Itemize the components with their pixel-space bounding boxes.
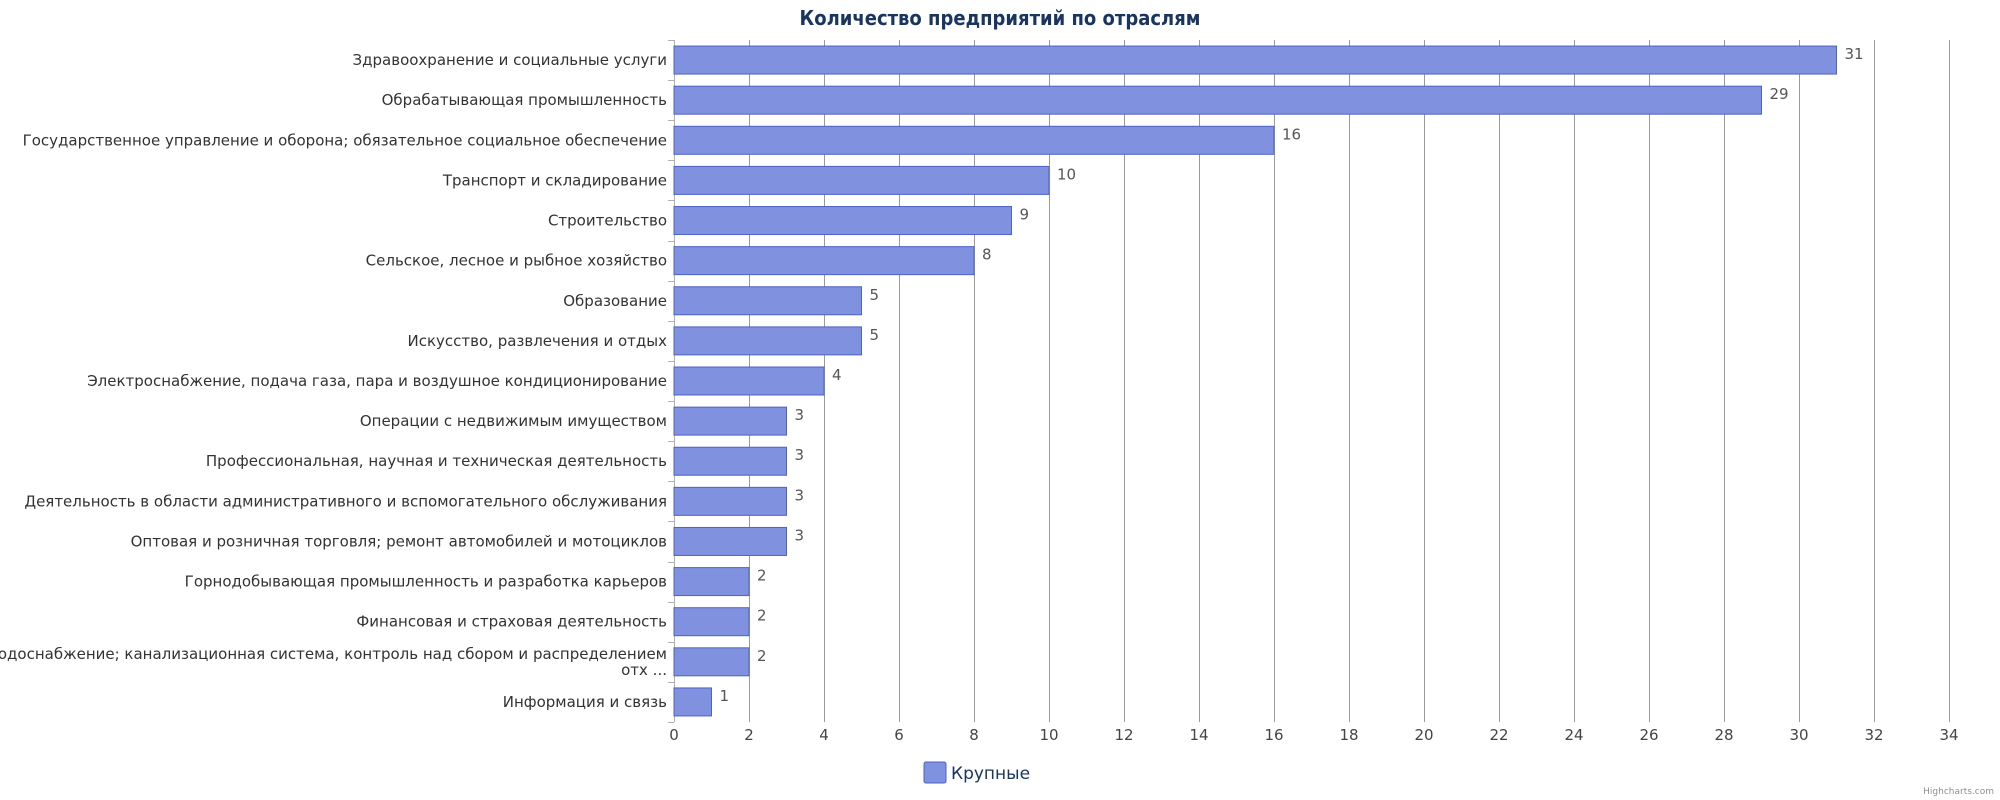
x-tick-label: 18 [1339, 726, 1358, 744]
category-label: отх ... [621, 661, 667, 679]
x-tick-label: 4 [819, 726, 829, 744]
x-tick-label: 10 [1039, 726, 1058, 744]
bar[interactable] [673, 165, 1050, 195]
category-label: Водоснабжение; канализационная система, … [0, 645, 667, 663]
data-label: 1 [720, 687, 730, 705]
x-tick-label: 22 [1489, 726, 1508, 744]
data-label: 5 [870, 286, 880, 304]
data-label: 4 [832, 366, 842, 384]
category-label: Финансовая и страховая деятельность [356, 613, 667, 631]
data-label: 2 [757, 567, 767, 585]
x-tick-label: 16 [1264, 726, 1283, 744]
bar[interactable] [673, 85, 1762, 115]
bar[interactable] [673, 406, 787, 436]
bar[interactable] [673, 446, 787, 476]
bar[interactable] [673, 607, 750, 637]
category-labels: Здравоохранение и социальные услуги Обраб… [0, 51, 667, 711]
data-label: 10 [1057, 165, 1076, 183]
category-label: Деятельность в области административного… [24, 492, 667, 510]
category-label: Информация и связь [503, 693, 667, 711]
data-label: 31 [1845, 45, 1864, 63]
x-tick-label: 34 [1939, 726, 1958, 744]
category-label: Образование [563, 292, 667, 310]
data-label: 3 [795, 526, 805, 544]
category-label: Операции с недвижимым имуществом [360, 412, 667, 430]
x-tick-label: 26 [1639, 726, 1658, 744]
data-label: 29 [1770, 85, 1789, 103]
x-tick-label: 24 [1564, 726, 1583, 744]
data-label: 9 [1020, 206, 1030, 224]
bar[interactable] [673, 647, 750, 677]
x-tick-label: 28 [1714, 726, 1733, 744]
x-tick-label: 20 [1414, 726, 1433, 744]
bar[interactable] [673, 45, 1837, 75]
x-tick-label: 30 [1789, 726, 1808, 744]
bar[interactable] [673, 125, 1275, 155]
category-label: Профессиональная, научная и техническая … [206, 452, 667, 470]
credit-link[interactable]: Highcharts.com [1923, 787, 1994, 797]
legend-label[interactable]: Крупные [951, 764, 1030, 784]
bar[interactable] [673, 326, 862, 356]
x-tick-label: 32 [1864, 726, 1883, 744]
data-label: 16 [1282, 125, 1301, 143]
x-tick-label: 0 [669, 726, 679, 744]
x-tick-label: 8 [969, 726, 979, 744]
x-axis-tick-labels: 0 2 4 6 8 10 12 14 16 18 20 22 24 26 28 30 32 34 [669, 726, 1958, 744]
category-label: Электроснабжение, подача газа, пара и во… [87, 372, 667, 390]
x-tick-label: 12 [1114, 726, 1133, 744]
bar[interactable] [673, 206, 1012, 236]
category-label: Строительство [548, 212, 667, 230]
bar[interactable] [673, 246, 975, 276]
category-label: Здравоохранение и социальные услуги [353, 51, 667, 69]
category-label: Государственное управление и оборона; об… [23, 131, 667, 149]
bar[interactable] [673, 526, 787, 556]
data-label: 2 [757, 607, 767, 625]
data-label: 3 [795, 486, 805, 504]
bar[interactable] [673, 567, 750, 597]
category-label: Обрабатывающая промышленность [382, 91, 667, 109]
legend-swatch[interactable] [923, 761, 947, 784]
x-tick-label: 2 [744, 726, 754, 744]
data-label: 2 [757, 647, 767, 665]
data-label: 3 [795, 406, 805, 424]
bar[interactable] [673, 486, 787, 516]
category-label: Транспорт и складирование [442, 171, 667, 189]
bar[interactable] [673, 366, 825, 396]
data-labels: 31 29 16 10 9 8 5 5 4 3 3 3 3 2 2 2 1 [720, 45, 1864, 705]
chart-title: Количество предприятий по отраслям [800, 6, 1201, 30]
category-label: Оптовая и розничная торговля; ремонт авт… [131, 532, 667, 550]
bar[interactable] [673, 286, 862, 316]
data-label: 5 [870, 326, 880, 344]
bars [673, 45, 1837, 717]
data-label: 8 [982, 246, 992, 264]
bar[interactable] [673, 687, 712, 717]
category-label: Горнодобывающая промышленность и разрабо… [185, 573, 667, 591]
legend[interactable]: Крупные [923, 761, 1030, 784]
x-tick-label: 6 [894, 726, 904, 744]
category-label: Сельское, лесное и рыбное хозяйство [366, 252, 667, 270]
data-label: 3 [795, 446, 805, 464]
x-tick-label: 14 [1189, 726, 1208, 744]
category-label: Искусство, развлечения и отдых [408, 332, 668, 350]
